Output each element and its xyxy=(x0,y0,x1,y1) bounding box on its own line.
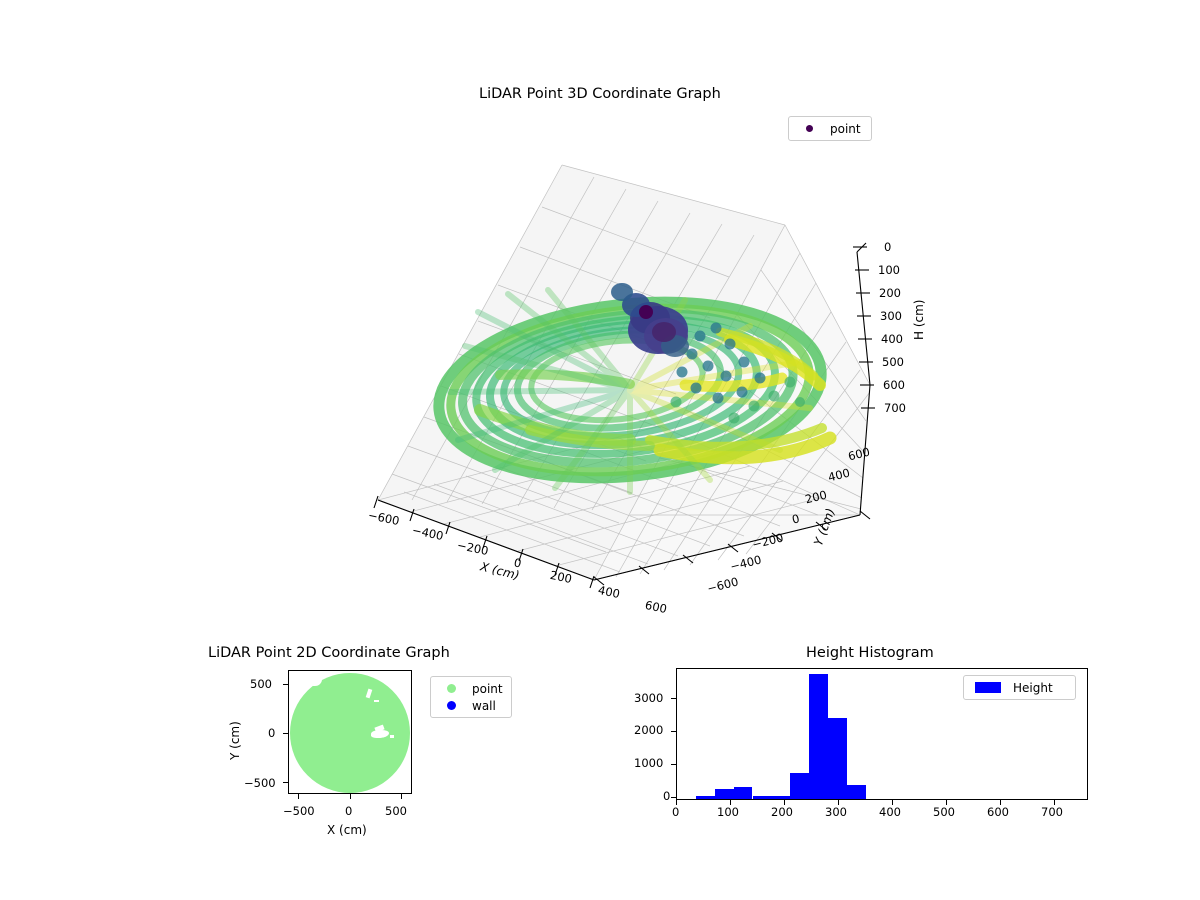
ytick2d-0: 500 xyxy=(250,677,272,691)
xtickmark-hist-1 xyxy=(730,800,731,805)
xtickhist-0: 0 xyxy=(672,805,680,819)
ytickmark-hist-3 xyxy=(671,698,676,699)
legend-label: wall xyxy=(472,698,496,713)
legend-item-height: Height xyxy=(971,679,1068,696)
page-title-3d: LiDAR Point 3D Coordinate Graph xyxy=(479,86,721,102)
ztick-2: 200 xyxy=(879,286,901,300)
legend-3d[interactable]: point xyxy=(788,116,872,141)
xtickmark-2 xyxy=(401,794,402,799)
axis-label-y-2d: Y (cm) xyxy=(228,721,242,760)
legend-item-point: point xyxy=(796,120,864,137)
xtickhist-2: 200 xyxy=(771,805,793,819)
ytickmark-hist-2 xyxy=(671,731,676,732)
xtickhist-6: 600 xyxy=(987,805,1009,819)
legend-hist[interactable]: Height xyxy=(963,675,1076,700)
page-title-2d: LiDAR Point 2D Coordinate Graph xyxy=(208,645,450,661)
point-cloud-disc xyxy=(290,673,410,793)
ztick-3: 300 xyxy=(880,309,902,323)
ytickhist-2: 2000 xyxy=(634,723,664,737)
xtickmark-0 xyxy=(298,794,299,799)
xtickhist-5: 500 xyxy=(933,805,955,819)
wall-marker-icon xyxy=(438,701,464,710)
ytickmark-0 xyxy=(283,684,288,685)
xtickmark-hist-4 xyxy=(892,800,893,805)
hist-bar xyxy=(733,787,753,799)
hist-bar xyxy=(809,674,829,799)
axis-label-h: H (cm) xyxy=(912,299,926,341)
ytickmark-2 xyxy=(283,782,288,783)
legend-label: point xyxy=(830,121,861,136)
xtick2d-0: −500 xyxy=(283,804,315,818)
xtickhist-7: 700 xyxy=(1041,805,1063,819)
shadow-notch-mid-right xyxy=(371,730,389,738)
point-marker-icon xyxy=(796,125,822,132)
hist-bar xyxy=(771,796,791,799)
ztick-4: 400 xyxy=(881,332,903,346)
legend-label: point xyxy=(472,681,503,696)
xtickmark-hist-5 xyxy=(946,800,947,805)
ztick-7: 700 xyxy=(884,401,906,415)
hist-bar xyxy=(847,784,866,799)
point-marker-icon xyxy=(438,684,464,693)
shadow-speck-mid-right xyxy=(390,735,394,738)
ytickhist-1: 1000 xyxy=(634,756,664,770)
legend-label: Height xyxy=(1013,680,1053,695)
lidar-3d-axes[interactable] xyxy=(330,140,890,620)
legend-item-point-2d: point xyxy=(438,680,504,697)
shadow-notch-upper-left xyxy=(310,675,322,686)
shadow-speck-upper-right xyxy=(374,700,379,702)
xtickmark-1 xyxy=(350,794,351,799)
lidar-3d-canvas xyxy=(373,164,875,589)
ztick-1: 100 xyxy=(878,263,900,277)
axis-label-x-2d: X (cm) xyxy=(327,823,367,837)
legend-2d[interactable]: point wall xyxy=(430,676,512,718)
page-title-hist: Height Histogram xyxy=(806,645,934,661)
height-bar-icon xyxy=(971,682,1005,693)
ytickhist-0: 0 xyxy=(663,789,671,803)
xtick2d-1: 0 xyxy=(345,804,353,818)
ytick2d-2: −500 xyxy=(244,776,276,790)
hist-bar xyxy=(695,796,715,799)
ztick-5: 500 xyxy=(882,355,904,369)
xtickmark-hist-3 xyxy=(838,800,839,805)
hist-bar xyxy=(828,717,847,799)
hist-bar xyxy=(714,789,734,799)
hist-bar xyxy=(790,773,810,799)
ytickmark-1 xyxy=(283,733,288,734)
ytickmark-hist-1 xyxy=(671,764,676,765)
ztick-6: 600 xyxy=(883,378,905,392)
ytick2d-1: 0 xyxy=(268,726,276,740)
lidar-2d-axes[interactable] xyxy=(288,670,412,794)
xtickmark-hist-6 xyxy=(1000,800,1001,805)
hist-bar xyxy=(752,796,772,799)
xtickmark-hist-7 xyxy=(1054,800,1055,805)
legend-item-wall-2d: wall xyxy=(438,697,504,714)
ytickhist-3: 3000 xyxy=(634,691,664,705)
ytickmark-hist-0 xyxy=(671,797,676,798)
xtickhist-4: 400 xyxy=(879,805,901,819)
xtickmark-hist-0 xyxy=(676,800,677,805)
xtickmark-hist-2 xyxy=(784,800,785,805)
ztick-0: 0 xyxy=(884,240,892,254)
xtickhist-1: 100 xyxy=(717,805,739,819)
xtick2d-2: 500 xyxy=(385,804,407,818)
pointcloud-markers xyxy=(433,283,837,495)
xtickhist-3: 300 xyxy=(825,805,847,819)
